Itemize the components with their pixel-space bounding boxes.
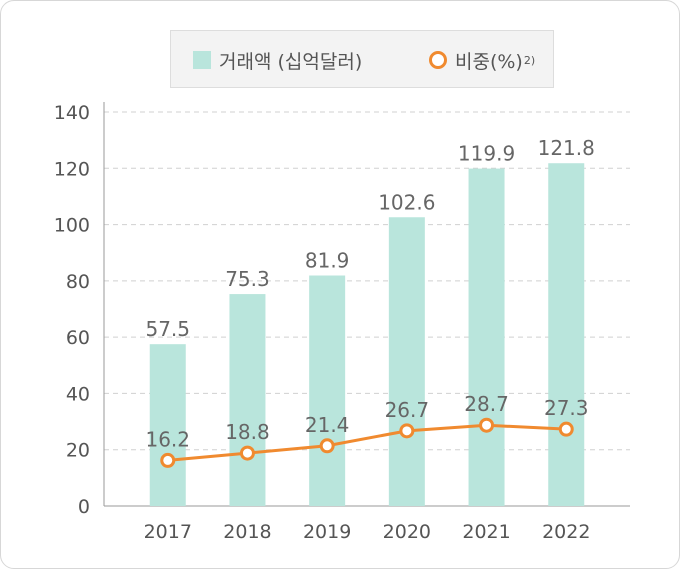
line-value-label: 21.4 — [305, 413, 350, 437]
bar — [149, 344, 186, 506]
y-tick-label: 20 — [66, 440, 90, 462]
line-point — [319, 438, 335, 454]
line-value-label: 28.7 — [464, 392, 509, 416]
bar-value-label: 81.9 — [305, 249, 350, 273]
legend-line-marker — [429, 51, 447, 69]
legend-line-label: 비중(%) — [455, 50, 523, 73]
bar — [548, 163, 585, 506]
y-tick-label: 120 — [54, 158, 90, 180]
line-point — [558, 421, 574, 437]
line-value-label: 27.3 — [544, 396, 589, 420]
bar — [468, 168, 505, 506]
line-point — [479, 417, 495, 433]
legend-line-note: 2) — [523, 53, 536, 67]
y-tick-label: 0 — [78, 496, 90, 518]
y-tick-label: 40 — [66, 383, 90, 405]
bar — [388, 217, 425, 507]
bar-value-label: 75.3 — [225, 267, 270, 291]
y-tick-label: 140 — [54, 102, 90, 124]
line-value-label: 26.7 — [385, 398, 430, 422]
legend-bar-swatch — [193, 51, 211, 69]
line-point — [160, 452, 176, 468]
legend-item-bar: 거래액 (십억달러) — [193, 31, 362, 89]
line-value-label: 18.8 — [225, 420, 270, 444]
x-tick-label: 2019 — [303, 521, 351, 543]
y-tick-label: 80 — [66, 271, 90, 293]
bar-value-label: 119.9 — [458, 142, 515, 166]
bar — [309, 275, 346, 506]
line-value-label: 16.2 — [145, 427, 190, 451]
bar-value-label: 57.5 — [145, 317, 190, 341]
x-tick-label: 2020 — [383, 521, 431, 543]
bar-value-label: 102.6 — [378, 190, 435, 214]
x-tick-label: 2017 — [144, 521, 192, 543]
legend-item-line: 비중(%) 2) — [429, 31, 535, 89]
line-point — [399, 423, 415, 439]
line-point — [239, 445, 255, 461]
x-tick-label: 2022 — [542, 521, 590, 543]
x-tick-label: 2021 — [462, 521, 510, 543]
legend-bar-label: 거래액 (십억달러) — [219, 50, 363, 73]
bar — [229, 294, 266, 506]
y-tick-label: 100 — [54, 215, 90, 237]
y-tick-label: 60 — [66, 327, 90, 349]
chart-legend: 거래액 (십억달러) 비중(%) 2) — [170, 30, 554, 88]
x-tick-label: 2018 — [223, 521, 271, 543]
line-series — [167, 423, 567, 462]
bar-value-label: 121.8 — [538, 136, 595, 160]
